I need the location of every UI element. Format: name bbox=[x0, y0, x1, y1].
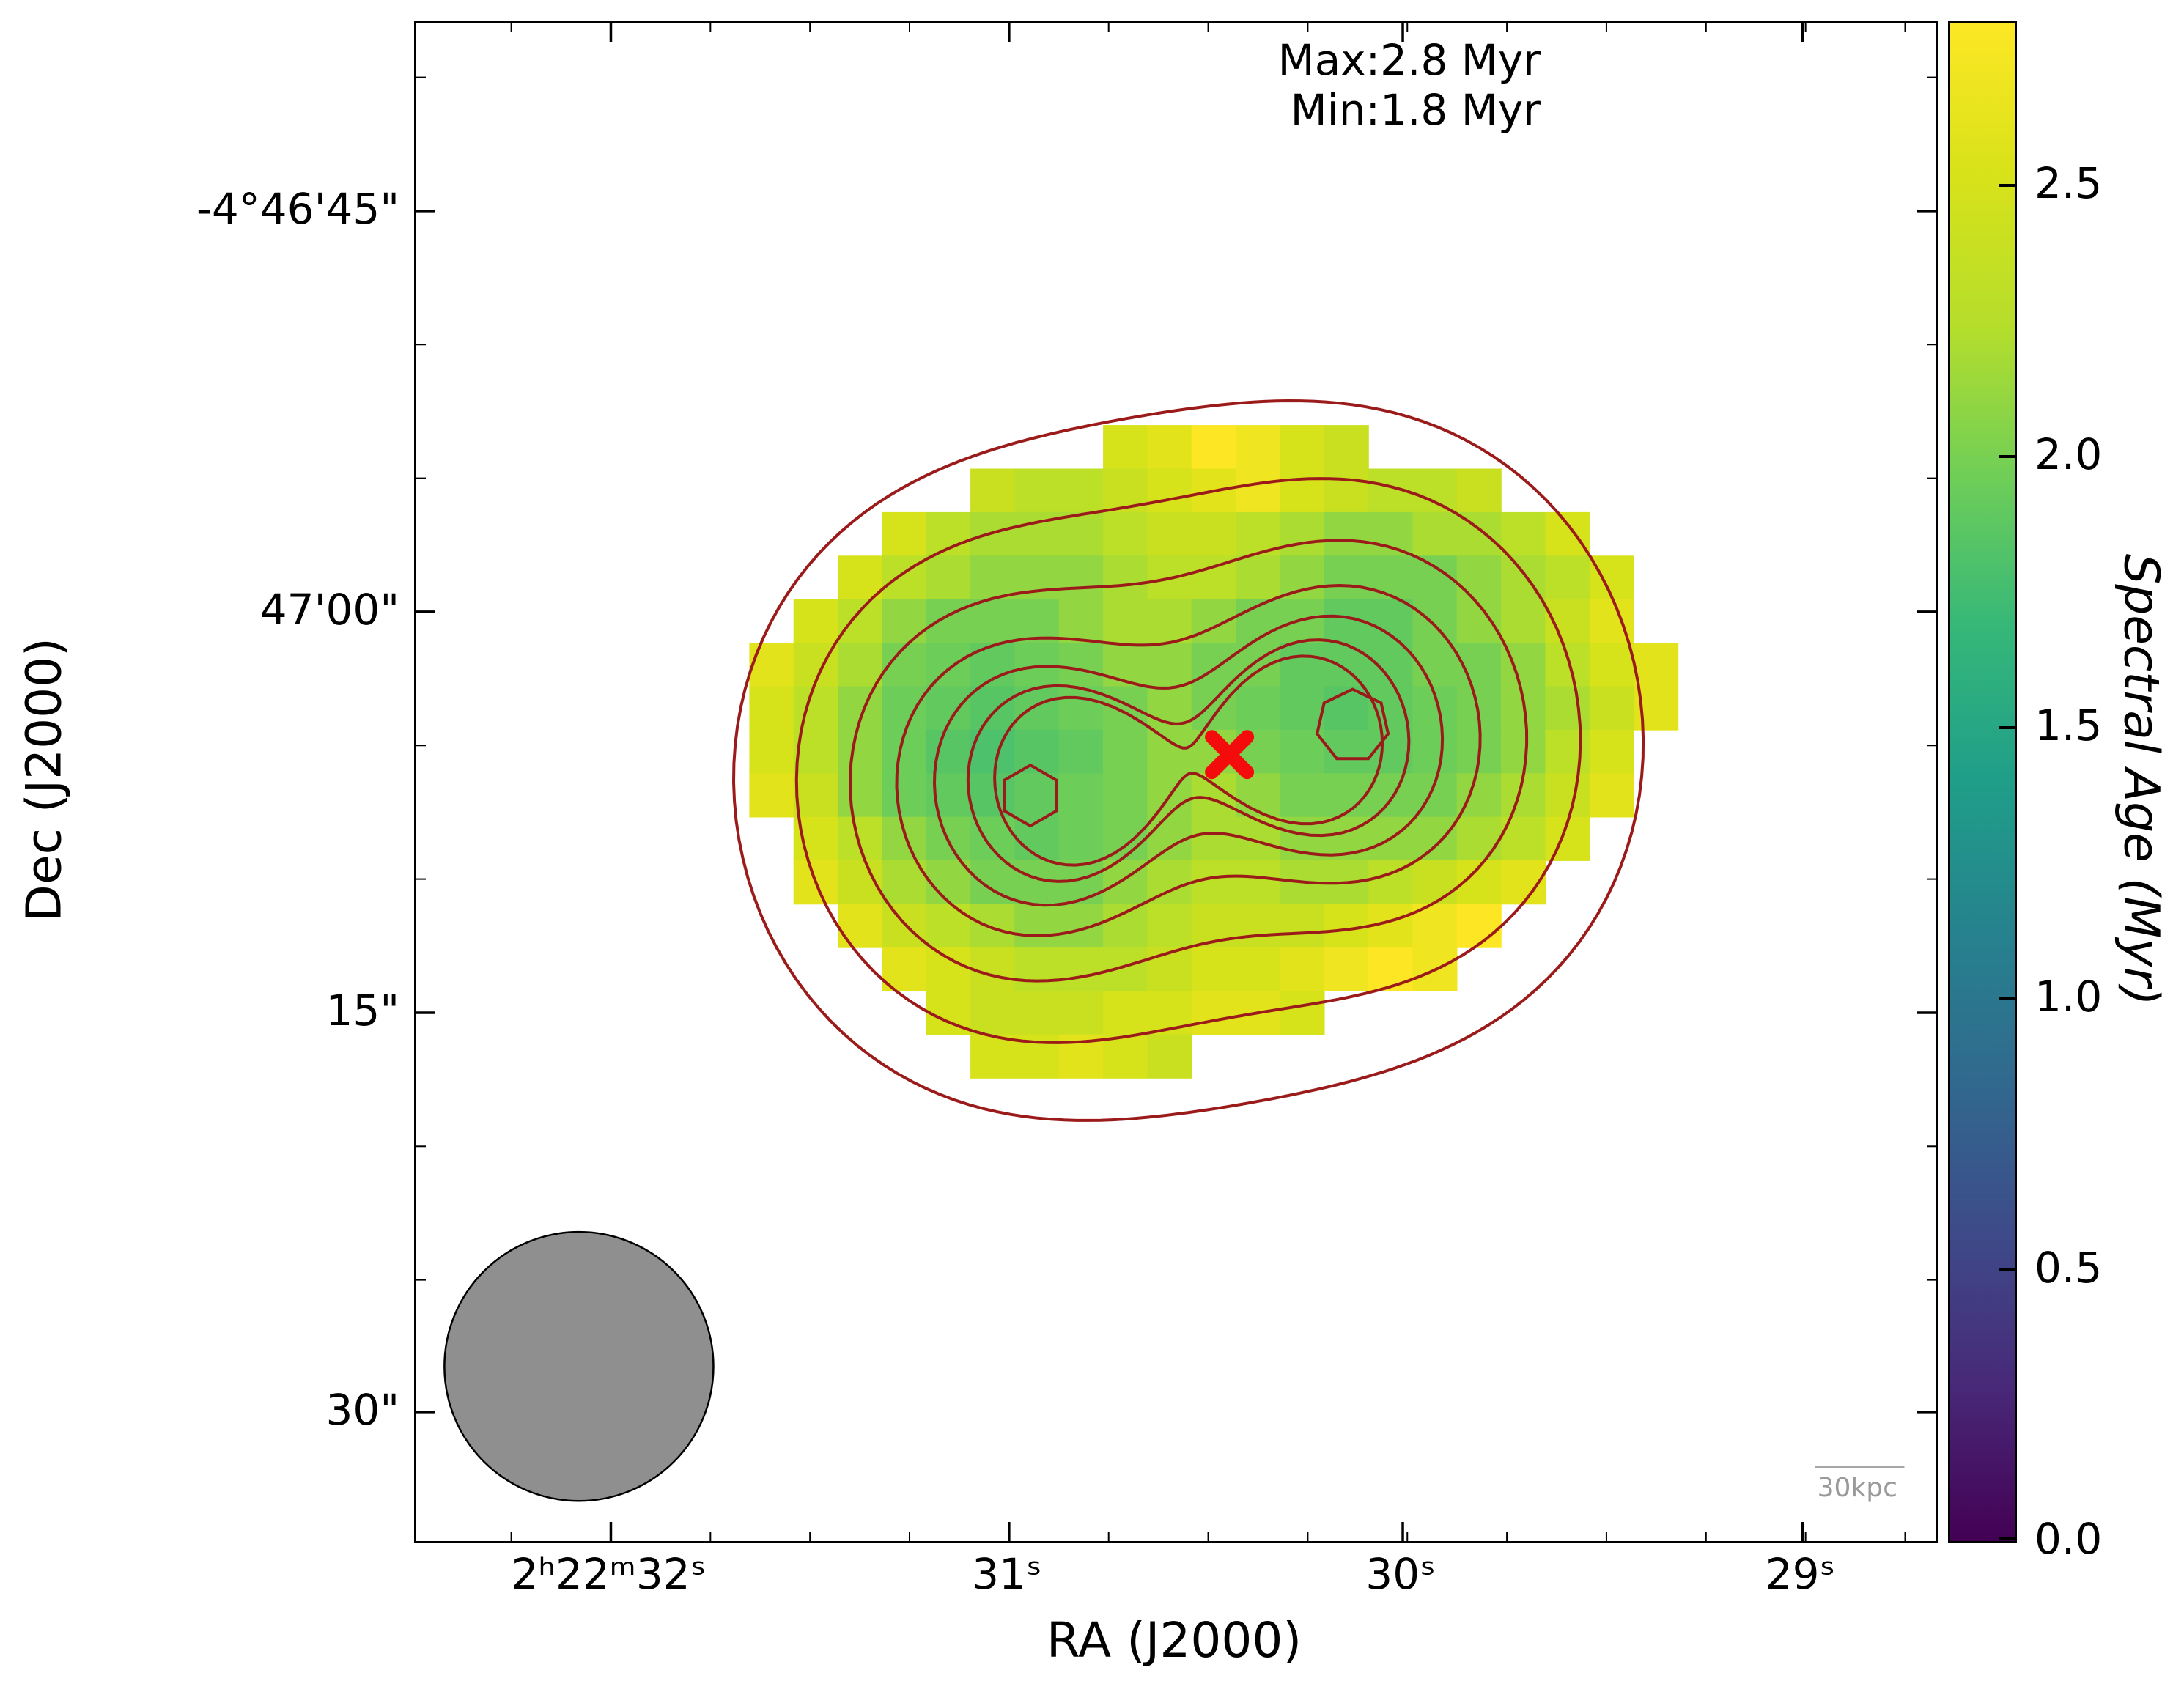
colorbar-tick-label: 1.5 bbox=[2034, 701, 2103, 750]
annotation-min: Min:1.8 Myr bbox=[1290, 85, 1541, 135]
colorbar-tick bbox=[1999, 455, 2015, 458]
plot-canvas bbox=[416, 23, 1936, 1541]
heatmap-layer bbox=[749, 425, 1679, 1079]
contour-line bbox=[849, 539, 1529, 983]
y-axis-title: Dec (J2000) bbox=[15, 638, 73, 922]
colorbar-tick-label: 1.0 bbox=[2034, 972, 2103, 1022]
peak-contour bbox=[1315, 687, 1390, 761]
colorbar-tick bbox=[1999, 1268, 2015, 1271]
colorbar-tick-label: 2.5 bbox=[2034, 158, 2103, 208]
plot-area: Max:2.8 Myr Min:1.8 Myr bbox=[414, 21, 1938, 1543]
scalebar-label: 30kpc bbox=[1817, 1473, 1897, 1504]
colorbar-tick bbox=[1999, 1537, 2015, 1540]
axis-ticks bbox=[416, 23, 1936, 1541]
core-x-marker bbox=[1205, 730, 1255, 780]
annotation-max: Max:2.8 Myr bbox=[1277, 35, 1541, 85]
y-tick-label: -4°46'45" bbox=[196, 183, 399, 234]
x-axis-title: RA (J2000) bbox=[1046, 1612, 1302, 1669]
x-tick-label: 30ˢ bbox=[1365, 1549, 1436, 1599]
contour-line bbox=[895, 583, 1482, 938]
colorbar-tick-label: 0.5 bbox=[2034, 1243, 2103, 1293]
colorbar-tick-label: 0.0 bbox=[2034, 1514, 2103, 1564]
x-tick-label: 2ʰ22ᵐ32ˢ bbox=[511, 1549, 707, 1599]
x-tick-label: 29ˢ bbox=[1765, 1549, 1836, 1599]
colorbar-tick-label: 2.0 bbox=[2034, 429, 2103, 479]
colorbar-tick bbox=[1999, 184, 2015, 187]
colorbar-title: Spectral Age (Myr) bbox=[2113, 553, 2170, 1006]
colorbar-tick bbox=[1999, 726, 2015, 729]
peak-contour bbox=[1003, 763, 1058, 828]
x-tick-label: 31ˢ bbox=[972, 1549, 1042, 1599]
contour-line bbox=[966, 638, 1411, 883]
contour-line bbox=[731, 399, 1645, 1122]
contour-line bbox=[932, 614, 1445, 907]
beam-ellipse bbox=[443, 1230, 715, 1502]
colorbar bbox=[1948, 21, 2017, 1543]
contour-layer bbox=[731, 399, 1645, 1122]
contour-line bbox=[993, 654, 1384, 867]
colorbar-tick bbox=[1999, 997, 2015, 1000]
y-tick-label: 30" bbox=[325, 1384, 399, 1435]
y-tick-label: 15" bbox=[325, 985, 399, 1035]
contour-line bbox=[794, 477, 1582, 1044]
y-tick-label: 47'00" bbox=[259, 584, 399, 635]
